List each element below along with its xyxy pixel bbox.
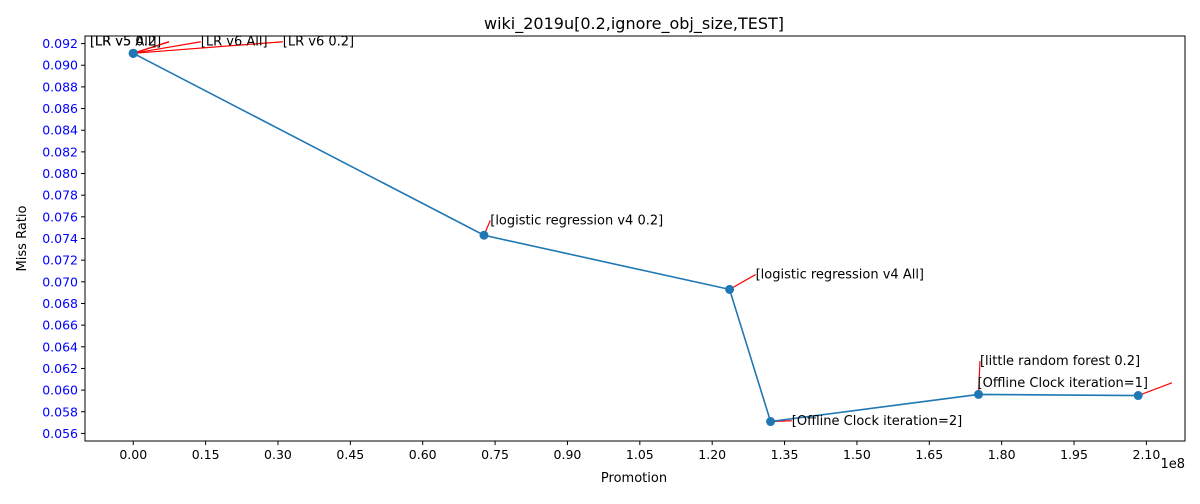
annotation-arrow (133, 41, 201, 54)
annotation-label: [little random forest 0.2] (980, 354, 1140, 369)
x-tick-label: 0.90 (554, 447, 582, 462)
y-tick-label: 0.076 (42, 209, 78, 224)
series-line (132, 52, 1139, 423)
x-tick-label: 0.00 (119, 447, 147, 462)
annotation-arrow (133, 41, 170, 54)
annotation-label: [LR v5 0.2] (90, 35, 161, 50)
annotation-arrow (977, 361, 981, 395)
x-tick-label: 1.05 (626, 447, 654, 462)
x-tick-label: 0.45 (336, 447, 364, 462)
annotation-arrows (133, 41, 1173, 423)
x-tick-label: 0.15 (192, 447, 220, 462)
data-point (974, 389, 984, 399)
y-tick-label: 0.074 (42, 231, 78, 246)
y-tick-label: 0.062 (42, 361, 78, 376)
y-tick-label: 0.068 (42, 296, 78, 311)
y-tick-label: 0.080 (42, 166, 78, 181)
y-axis-label: Miss Ratio (15, 206, 30, 272)
annotation-label: [logistic regression v4 All] (756, 268, 924, 283)
annotation-label: [Offline Clock iteration=2] (792, 414, 962, 429)
x-axis-offset-label: 1e8 (1160, 457, 1185, 472)
x-tick-label: 1.80 (988, 447, 1016, 462)
y-tick-label: 0.056 (42, 426, 78, 441)
x-tick-label: 1.50 (843, 447, 871, 462)
y-tick-label: 0.086 (42, 101, 78, 116)
x-tick-label: 1.35 (771, 447, 799, 462)
y-tick-label: 0.064 (42, 339, 78, 354)
annotation-label: [LR v6 All] (201, 35, 268, 50)
annotation-labels: [LR v5 All][LR v5 0.2] [LR v6 All] [LR v6 … (90, 35, 1148, 429)
y-tick-label: 0.092 (42, 36, 78, 51)
data-point (479, 230, 489, 240)
y-tick-label: 0.060 (42, 383, 78, 398)
x-tick-label: 0.75 (481, 447, 509, 462)
data-point (766, 417, 776, 427)
y-tick-label: 0.078 (42, 188, 78, 203)
x-tick-label: 1.20 (698, 447, 726, 462)
x-tick-label: 2.10 (1132, 447, 1160, 462)
y-tick-label: 0.066 (42, 318, 78, 333)
series-layer (128, 48, 1143, 427)
annotation-label: [LR v6 0.2] (283, 35, 354, 50)
x-tick-label: 1.95 (1060, 447, 1088, 462)
y-tick-label: 0.072 (42, 253, 78, 268)
y-axis: 0.056 0.058 0.060 0.062 0.064 0.066 0.068 0.070… (42, 36, 85, 441)
data-point (128, 48, 138, 58)
annotation-arrow (1137, 382, 1173, 397)
x-axis-label: Promotion (601, 471, 667, 486)
annotation-label: [Offline Clock iteration=1] (978, 376, 1148, 391)
x-axis: 0.00 0.15 0.30 0.45 0.60 0.75 0.90 1.05 1.20 1.35… (119, 441, 1160, 462)
y-tick-label: 0.082 (42, 144, 78, 159)
data-point (1133, 391, 1143, 401)
y-tick-label: 0.084 (42, 123, 78, 138)
annotation-arrow (729, 274, 756, 290)
annotation-label: [logistic regression v4 0.2] (490, 213, 663, 228)
x-tick-label: 1.65 (915, 447, 943, 462)
data-point (725, 284, 735, 294)
y-tick-label: 0.070 (42, 274, 78, 289)
x-tick-label: 0.30 (264, 447, 292, 462)
y-tick-label: 0.090 (42, 58, 78, 73)
annotation-arrow (133, 41, 283, 54)
y-tick-label: 0.058 (42, 404, 78, 419)
chart-title: wiki_2019u[0.2,ignore_obj_size,TEST] (484, 14, 784, 34)
x-tick-label: 0.60 (409, 447, 437, 462)
y-tick-label: 0.088 (42, 79, 78, 94)
annotation-label: [LR v5 All] (90, 35, 157, 50)
